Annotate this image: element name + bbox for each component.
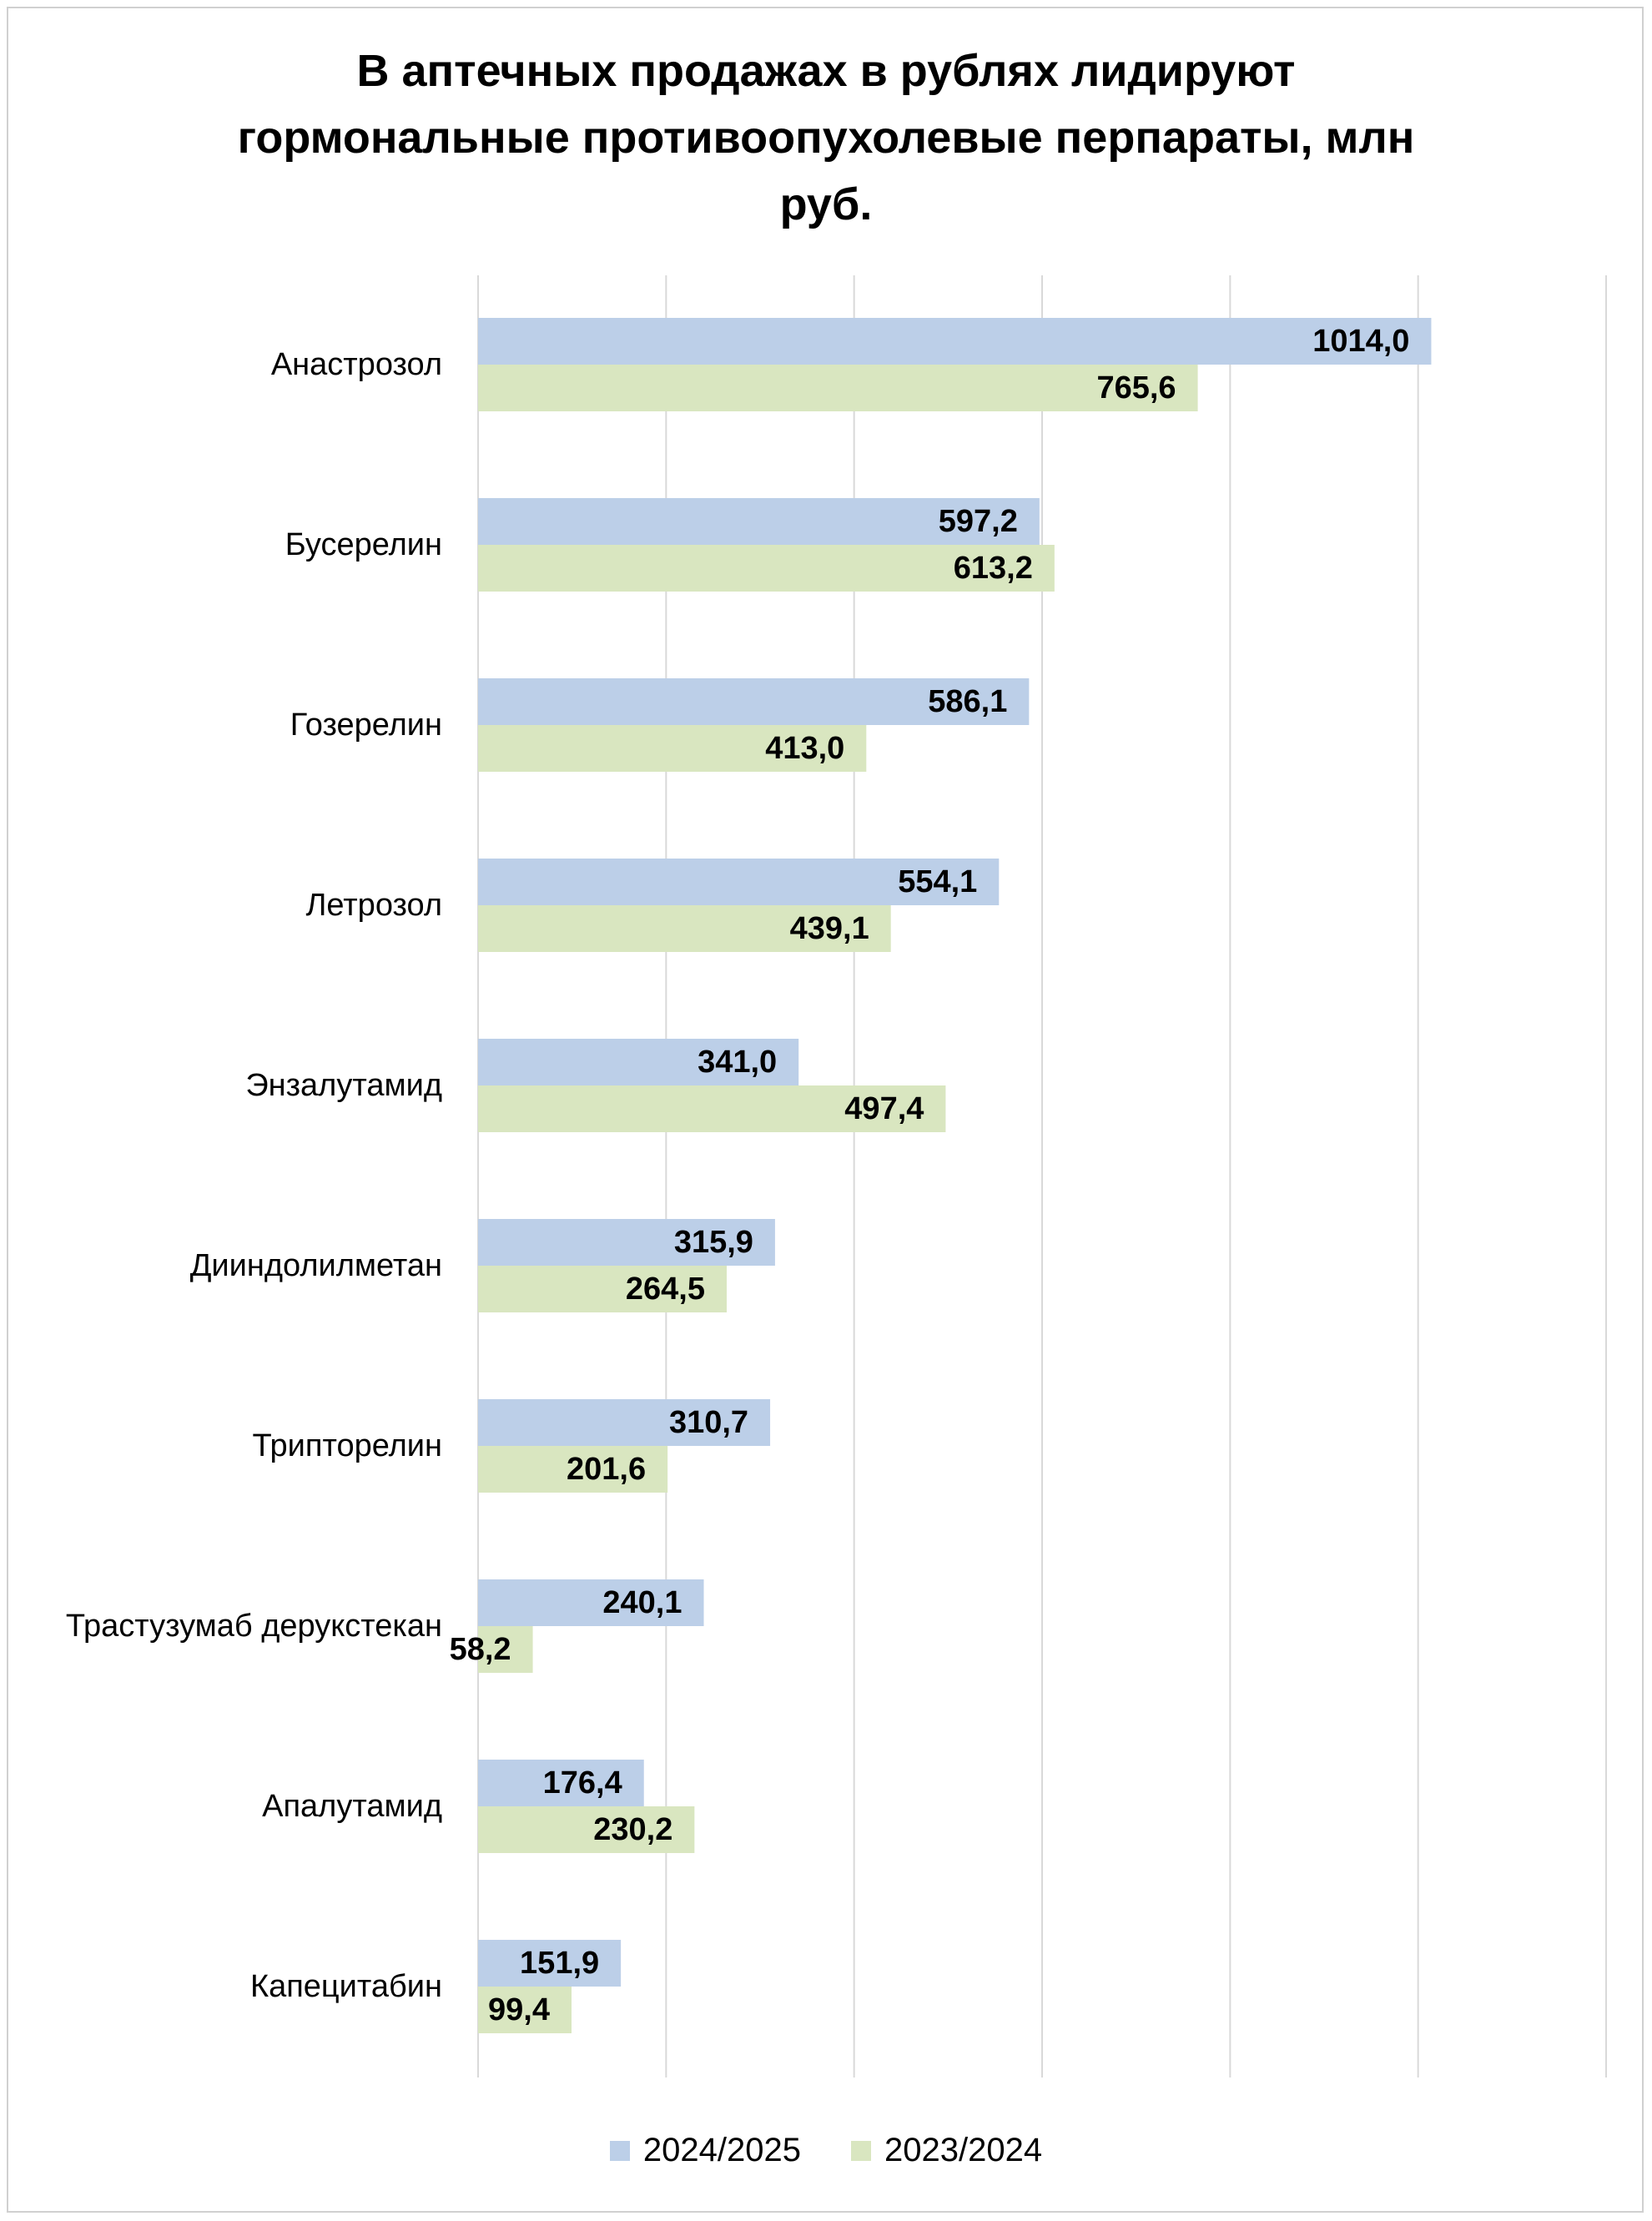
category-label: Анастрозол [271,347,442,382]
legend-swatch-series-2 [851,2140,871,2161]
category-label: Трипторелин [252,1428,442,1463]
bar-2023-2024 [478,365,1198,411]
legend-item-series-2: 2023/2024 [851,2132,1042,2169]
value-label: 315,9 [674,1225,753,1260]
legend-swatch-series-1 [609,2140,630,2161]
legend: 2024/2025 2023/2024 [0,2132,1652,2169]
value-label: 497,4 [844,1091,924,1126]
bar-2024-2025 [478,859,1000,905]
bar-2024-2025 [478,1940,622,1987]
value-label: 176,4 [543,1765,622,1800]
value-label: 230,2 [593,1812,672,1847]
chart-title: В аптечных продажах в рублях лидируют го… [0,38,1652,238]
category-label: Капецитабин [250,1969,442,2004]
bar-2023-2024 [478,545,1055,592]
category-label: Дииндолилметан [190,1248,442,1283]
bar-2023-2024 [478,1085,946,1132]
value-label: 765,6 [1096,370,1176,405]
chart-title-line-3: руб. [779,179,873,229]
labels: Анастрозол 1014,0 765,6 Бусерелин 597,2 613,2… [66,324,1410,2027]
value-label: 99,4 [488,1992,550,2027]
value-label: 597,2 [939,504,1018,539]
legend-item-series-1: 2024/2025 [609,2132,801,2169]
bar-2024-2025 [478,498,1040,545]
bar-2023-2024 [478,1987,572,2033]
value-label: 1014,0 [1312,324,1409,359]
bar-2023-2024 [478,905,891,952]
category-label: Энзалутамид [245,1068,442,1103]
bar-2023-2024 [478,1626,533,1673]
category-label: Гозерелин [290,708,442,743]
bar-2024-2025 [478,318,1432,365]
bar-2023-2024 [478,725,867,772]
legend-label-series-1: 2024/2025 [642,2132,801,2168]
value-label: 613,2 [954,551,1033,586]
value-label: 240,1 [602,1585,682,1620]
category-label: Апалутамид [262,1789,442,1824]
value-label: 201,6 [567,1452,646,1487]
bar-2024-2025 [478,678,1030,725]
value-label: 413,0 [765,731,844,766]
bar-2024-2025 [478,1219,775,1266]
bar-2023-2024 [478,1806,695,1853]
chart-title-line-1: В аптечных продажах в рублях лидируют [356,46,1296,96]
value-label: 341,0 [698,1045,777,1080]
bar-2024-2025 [478,1579,704,1626]
category-label: Трастузумаб дерукстекан [66,1609,442,1644]
bars [478,318,1432,2033]
bar-2024-2025 [478,1399,771,1446]
category-label: Летрозол [305,888,442,923]
value-label: 439,1 [790,911,869,946]
bar-2023-2024 [478,1446,668,1493]
value-label: 586,1 [928,684,1007,719]
legend-label-series-2: 2023/2024 [884,2132,1043,2168]
category-label: Бусерелин [285,527,442,562]
chart-title-line-2: гормональные противоопухолевые перпараты… [237,113,1415,163]
value-label: 151,9 [520,1946,599,1981]
bar-2024-2025 [478,1039,799,1085]
value-label: 58,2 [450,1632,511,1667]
value-label: 264,5 [626,1272,705,1307]
value-label: 554,1 [898,864,977,899]
value-label: 310,7 [669,1405,748,1440]
bar-2023-2024 [478,1266,728,1312]
bar-2024-2025 [478,1760,644,1806]
